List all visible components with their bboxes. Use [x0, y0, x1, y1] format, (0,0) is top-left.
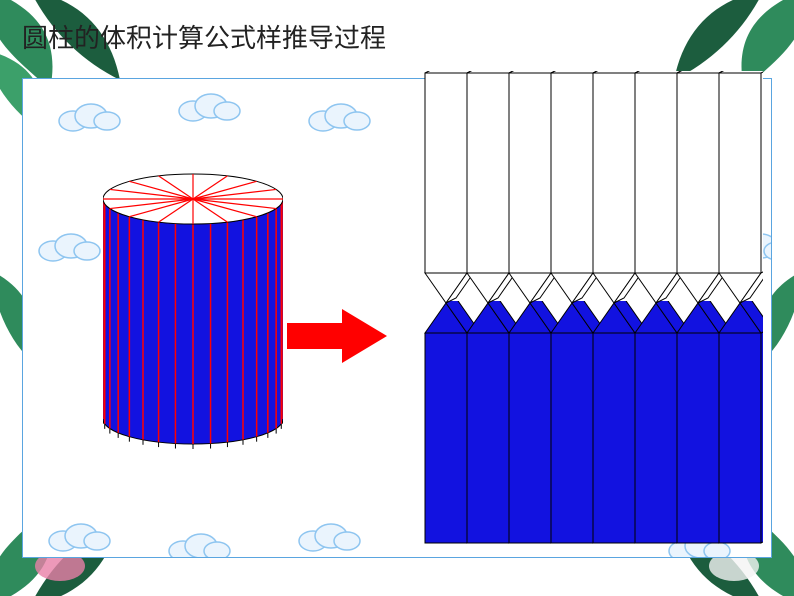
arrow-icon [287, 309, 387, 363]
page-title: 圆柱的体积计算公式样推导过程 [22, 18, 386, 55]
wedges-bottom-diagram [423, 301, 763, 561]
diagram-frame [22, 78, 772, 558]
cylinder-diagram [103, 169, 283, 429]
wedges-top-diagram [423, 71, 763, 311]
